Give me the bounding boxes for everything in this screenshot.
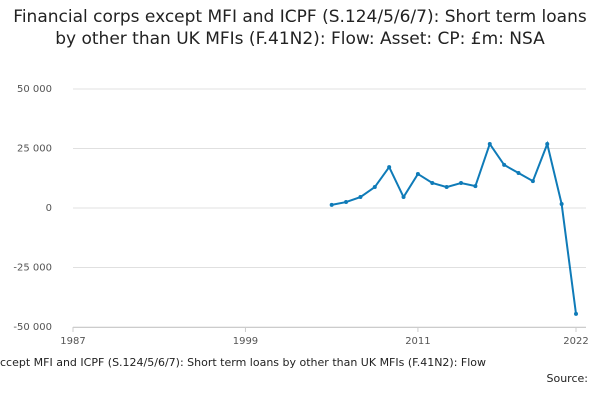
point	[502, 162, 507, 167]
point	[372, 185, 377, 190]
x-tick-label: 1999	[233, 336, 258, 347]
caption: ccept MFI and ICPF (S.124/5/6/7): Short …	[0, 356, 487, 369]
point	[487, 141, 492, 146]
point	[516, 171, 521, 176]
point	[530, 179, 535, 184]
y-tick-label: 25 000	[17, 144, 52, 155]
point	[344, 200, 349, 205]
point	[444, 185, 449, 190]
x-tick-label: 2022	[563, 336, 588, 347]
y-tick-label: -50 000	[13, 322, 52, 333]
chart-title: Financial corps except MFI and ICPF (S.1…	[13, 7, 587, 49]
point	[329, 202, 334, 207]
point	[387, 165, 392, 170]
y-tick-label: -25 000	[13, 263, 52, 274]
line	[331, 140, 577, 315]
point	[545, 141, 550, 146]
point	[574, 311, 578, 316]
y-tick-label: 0	[46, 203, 52, 214]
point	[559, 201, 564, 206]
y-tick-label: 50 000	[17, 84, 52, 95]
point	[401, 195, 406, 200]
x-tick-label: 1987	[60, 336, 85, 347]
x-tick-label: 2011	[405, 336, 430, 347]
source: Source:	[546, 372, 589, 385]
point	[459, 181, 464, 186]
point	[430, 181, 435, 186]
point	[473, 184, 478, 189]
point	[415, 171, 420, 176]
point	[358, 195, 363, 200]
